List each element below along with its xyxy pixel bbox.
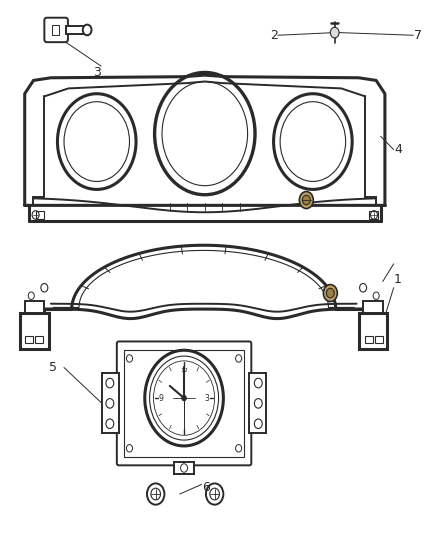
Text: 12: 12 <box>180 368 188 373</box>
Circle shape <box>330 27 339 38</box>
Bar <box>124 350 244 457</box>
Circle shape <box>326 288 334 298</box>
Bar <box>27 86 383 229</box>
Bar <box>52 25 59 35</box>
Circle shape <box>83 25 92 35</box>
Bar <box>249 374 266 433</box>
Bar <box>174 462 194 474</box>
Bar <box>35 336 42 343</box>
Text: 2: 2 <box>270 29 278 42</box>
Text: 9: 9 <box>159 393 164 402</box>
FancyBboxPatch shape <box>44 18 68 42</box>
Bar <box>35 211 44 219</box>
Circle shape <box>323 285 337 302</box>
Circle shape <box>182 395 186 401</box>
Text: 7: 7 <box>413 29 422 42</box>
Bar <box>375 336 383 343</box>
Text: 1: 1 <box>394 273 402 286</box>
Bar <box>363 301 383 313</box>
Bar <box>66 26 85 34</box>
Circle shape <box>299 191 313 208</box>
Bar <box>25 301 44 313</box>
Text: 5: 5 <box>49 361 57 374</box>
Bar <box>102 374 120 433</box>
Bar <box>38 240 370 349</box>
Text: 6: 6 <box>202 481 210 494</box>
Bar <box>369 211 378 219</box>
Text: 3: 3 <box>93 66 101 79</box>
FancyBboxPatch shape <box>117 342 251 465</box>
Circle shape <box>302 195 310 205</box>
Bar <box>25 336 32 343</box>
Bar <box>365 336 373 343</box>
Text: 4: 4 <box>394 143 402 156</box>
Text: 3: 3 <box>205 393 209 402</box>
Bar <box>359 313 387 349</box>
Bar <box>20 313 49 349</box>
